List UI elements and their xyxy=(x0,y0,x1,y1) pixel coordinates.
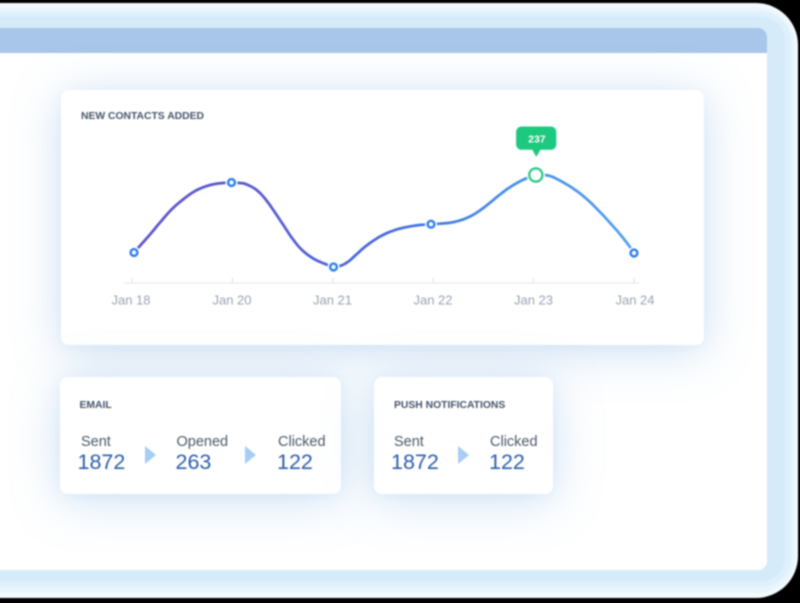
svg-text:Jan 23: Jan 23 xyxy=(514,293,553,308)
svg-text:Jan 18: Jan 18 xyxy=(111,293,150,308)
svg-text:Jan 20: Jan 20 xyxy=(212,293,251,308)
svg-text:Jan 24: Jan 24 xyxy=(615,293,654,308)
svg-text:Jan 21: Jan 21 xyxy=(313,293,352,308)
svg-text:Jan 22: Jan 22 xyxy=(413,293,452,308)
svg-text:237: 237 xyxy=(528,133,546,145)
